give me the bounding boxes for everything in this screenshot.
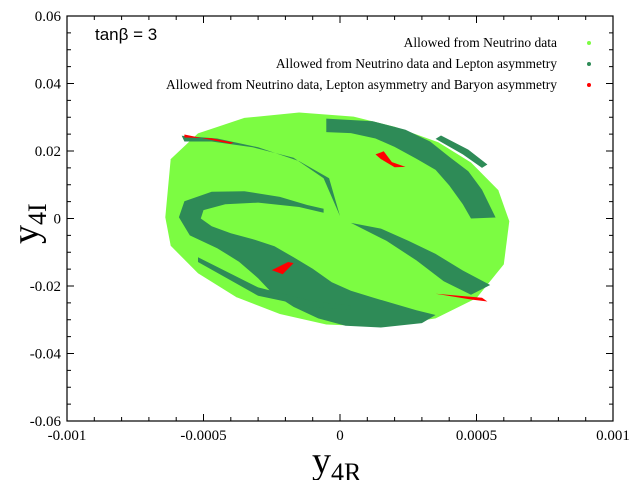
legend-entry-marker bbox=[587, 41, 591, 45]
series-lepton-region-5 bbox=[198, 257, 351, 310]
x-tick-label: -0.001 bbox=[48, 428, 87, 444]
plot-area bbox=[165, 112, 510, 328]
legend-entry-label: Allowed from Neutrino data bbox=[404, 35, 557, 50]
y-tick-label: -0.06 bbox=[30, 414, 62, 430]
y-axis-title: y4I bbox=[5, 203, 52, 244]
y-tick-label: 0.02 bbox=[35, 144, 61, 160]
y-axis-title-main: y bbox=[5, 225, 47, 244]
x-axis-title-sub: 4R bbox=[331, 458, 362, 480]
series-lepton-region-4 bbox=[350, 222, 491, 295]
y-tick-label: 0 bbox=[54, 212, 62, 228]
x-axis-title: y4R bbox=[312, 440, 362, 480]
annotation-tan-beta: tanβ = 3 bbox=[95, 25, 157, 44]
x-tick-label: -0.0005 bbox=[180, 428, 226, 444]
series-lepton-region-6 bbox=[435, 135, 488, 168]
y-tick-label: -0.04 bbox=[30, 347, 62, 363]
series-baryon-region-4 bbox=[435, 293, 488, 302]
x-tick-label: 0.0005 bbox=[456, 428, 497, 444]
axes: -0.001 -0.0005 0 0.0005 0.001 -0.06 -0.04 -0.02… bbox=[30, 9, 630, 444]
x-tick-label: 0 bbox=[336, 428, 344, 444]
y-tick-label: 0.04 bbox=[35, 77, 62, 93]
legend: Allowed from Neutrino data Allowed from N… bbox=[166, 35, 591, 92]
series-lepton-region-2 bbox=[326, 118, 496, 219]
series-neutrino-region bbox=[165, 112, 510, 327]
y-axis-title-sub: 4I bbox=[23, 203, 52, 225]
series-baryon-region-3 bbox=[271, 262, 294, 275]
x-axis-title-main: y bbox=[312, 440, 331, 480]
legend-entry-label: Allowed from Neutrino data and Lepton as… bbox=[276, 56, 557, 71]
x-tick-label: 0.001 bbox=[596, 428, 630, 444]
y-tick-label: -0.02 bbox=[30, 279, 61, 295]
series-baryon-region-2 bbox=[375, 151, 406, 168]
y-tick-label: 0.06 bbox=[35, 9, 62, 25]
legend-entry-marker bbox=[587, 62, 591, 66]
series-baryon-region-1 bbox=[184, 134, 234, 144]
legend-entry-label: Allowed from Neutrino data, Lepton asymm… bbox=[166, 77, 557, 92]
legend-entry-marker bbox=[587, 83, 591, 87]
